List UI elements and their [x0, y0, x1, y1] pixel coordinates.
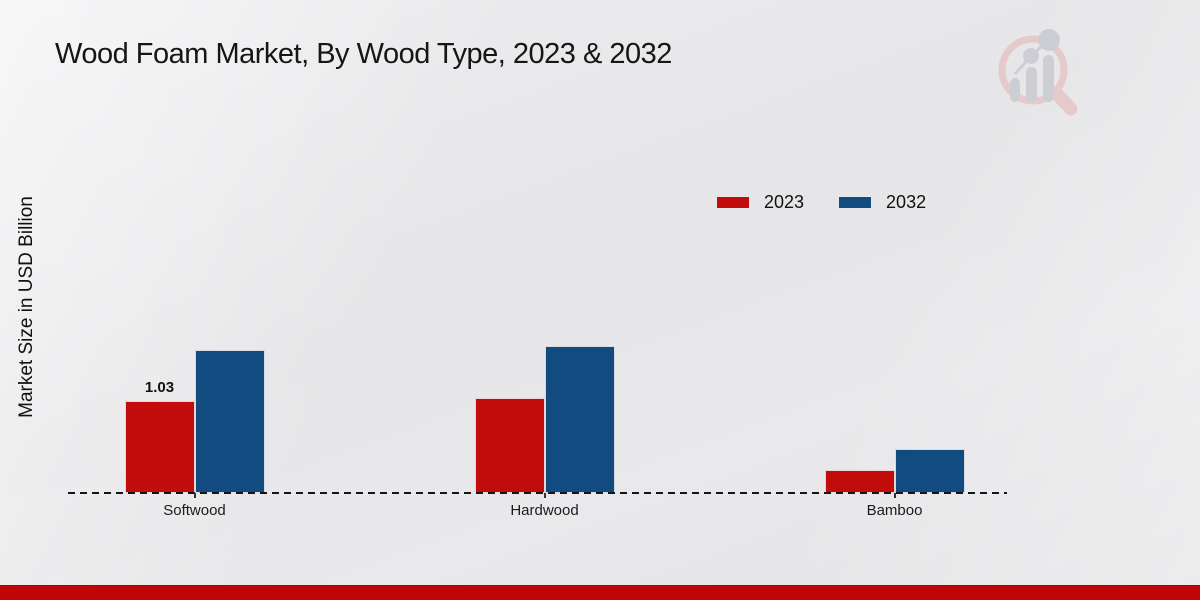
x-axis-dashed-line [68, 492, 1007, 494]
bar-2032-softwood [194, 350, 265, 493]
legend-swatch-2023 [716, 196, 750, 209]
legend-item-2032: 2032 [838, 192, 926, 213]
legend-item-2023: 2023 [716, 192, 804, 213]
bar-2023-bamboo [824, 470, 895, 493]
x-tick-label-bamboo: Bamboo [866, 502, 923, 519]
magnifier-bar-chart-watermark-icon [998, 29, 1078, 116]
chart-legend: 2023 2032 [716, 192, 926, 213]
x-axis-tick [543, 493, 546, 498]
chart-title: Wood Foam Market, By Wood Type, 2023 & 2… [55, 38, 672, 70]
x-tick-label-hardwood: Hardwood [510, 502, 579, 519]
bar-value-label: 1.03 [144, 379, 175, 396]
bar-2023-softwood [124, 401, 195, 493]
bar-2023-hardwood [474, 398, 545, 493]
legend-swatch-2032 [838, 196, 873, 209]
footer-accent-bar [0, 585, 1200, 600]
legend-label-2032: 2032 [886, 192, 927, 212]
x-tick-label-softwood: Softwood [163, 502, 226, 519]
x-axis-tick [193, 493, 196, 498]
legend-label-2023: 2023 [764, 192, 805, 212]
x-axis-tick [893, 493, 896, 498]
bar-2032-bamboo [894, 449, 965, 493]
bar-2032-hardwood [544, 346, 615, 493]
